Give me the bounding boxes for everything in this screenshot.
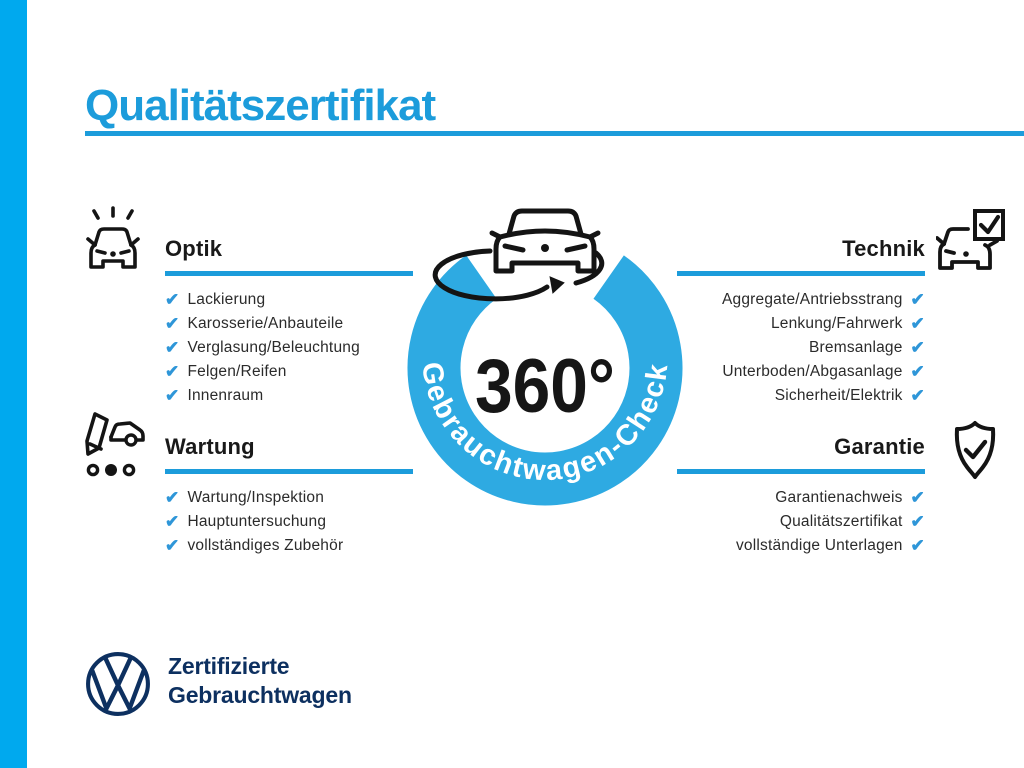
- section-title-optik: Optik: [165, 236, 223, 261]
- check-icon: ✔: [910, 337, 925, 357]
- check-icon: ✔: [910, 385, 925, 405]
- section-garantie: Garantie Garantienachweis ✔ Qualitätszert…: [677, 434, 925, 558]
- badge-ring: [407, 230, 683, 506]
- check-icon: ✔: [165, 337, 180, 357]
- list-item: ✔ Verglasung/Beleuchtung: [165, 337, 360, 357]
- badge-degrees: 360°: [475, 344, 615, 429]
- rotate-arrow-head: [549, 276, 565, 294]
- check-icon: ✔: [910, 535, 925, 555]
- section-rule-technik: [677, 271, 925, 276]
- rotate-arrow-right-arc: [573, 250, 605, 286]
- check-icon: ✔: [165, 511, 180, 531]
- list-item: Qualitätszertifikat ✔: [779, 511, 925, 531]
- list-item: ✔ Hauptuntersuchung: [165, 511, 327, 531]
- list-item: ✔ vollständiges Zubehör: [165, 535, 344, 555]
- check-icon: ✔: [165, 385, 180, 405]
- car-rotation-icon: [489, 208, 601, 274]
- shield-check-icon: [954, 421, 996, 479]
- checklist-wartung: ✔ Wartung/Inspektion ✔ Hauptuntersuchung ✔…: [165, 486, 413, 558]
- section-rule-optik: [165, 271, 413, 276]
- check-icon: ✔: [910, 361, 925, 381]
- page-title: Qualitätszertifikat: [85, 81, 436, 131]
- list-item: ✔ Lackierung: [165, 289, 266, 309]
- check-icon: ✔: [165, 487, 180, 507]
- check-icon: ✔: [910, 313, 925, 333]
- list-item: Unterboden/Abgasanlage ✔: [722, 361, 925, 381]
- list-item: Lenkung/Fahrwerk ✔: [770, 313, 925, 333]
- check-icon: ✔: [165, 313, 180, 333]
- check-icon: ✔: [165, 535, 180, 555]
- badge-360-check: 360° Gebrauchtwagen-Check: [407, 208, 683, 506]
- list-item: ✔ Karosserie/Anbauteile: [165, 313, 344, 333]
- check-icon: ✔: [165, 361, 180, 381]
- left-accent-bar: [0, 0, 27, 768]
- vw-logo: [86, 652, 150, 716]
- section-wartung: Wartung ✔ Wartung/Inspektion ✔ Hauptunters…: [165, 434, 413, 558]
- check-icon: ✔: [910, 487, 925, 507]
- check-icon: ✔: [165, 289, 180, 309]
- list-item: Sicherheit/Elektrik ✔: [774, 385, 925, 405]
- section-optik: Optik ✔ Lackierung ✔ Karosserie/Anbauteile…: [165, 236, 413, 408]
- footer-claim-line1: Zertifizierte: [168, 653, 290, 679]
- list-item: Bremsanlage ✔: [809, 337, 925, 357]
- checklist-technik: Aggregate/Antriebsstrang ✔ Lenkung/Fahrwe…: [677, 288, 925, 408]
- section-rule-wartung: [165, 469, 413, 474]
- section-title-technik: Technik: [842, 236, 925, 261]
- list-item: Aggregate/Antriebsstrang ✔: [721, 289, 925, 309]
- title-divider: [85, 131, 1024, 136]
- section-title-wartung: Wartung: [165, 434, 255, 459]
- checklist-optik: ✔ Lackierung ✔ Karosserie/Anbauteile ✔ Verg…: [165, 288, 413, 408]
- check-icon: ✔: [910, 511, 925, 531]
- list-item: ✔ Felgen/Reifen: [165, 361, 287, 381]
- checklist-garantie: Garantienachweis ✔ Qualitätszertifikat ✔ v…: [677, 486, 925, 558]
- list-item: Garantienachweis ✔: [775, 487, 925, 507]
- service-checklist-icon: [85, 412, 145, 477]
- list-item: vollständige Unterlagen ✔: [735, 535, 925, 555]
- footer-claim-line2: Gebrauchtwagen: [168, 682, 352, 708]
- footer-claim: Zertifizierte Gebrauchtwagen: [168, 652, 352, 710]
- section-technik: Technik Aggregate/Antriebsstrang ✔ Lenkun…: [677, 236, 925, 408]
- list-item: ✔ Wartung/Inspektion: [165, 487, 325, 507]
- rotate-arrow-left-arc: [432, 248, 550, 302]
- car-checkbox-icon: [936, 209, 1005, 270]
- section-rule-garantie: [677, 469, 925, 474]
- list-item: ✔ Innenraum: [165, 385, 264, 405]
- check-icon: ✔: [910, 289, 925, 309]
- section-title-garantie: Garantie: [834, 434, 925, 459]
- car-lights-icon: [86, 206, 140, 269]
